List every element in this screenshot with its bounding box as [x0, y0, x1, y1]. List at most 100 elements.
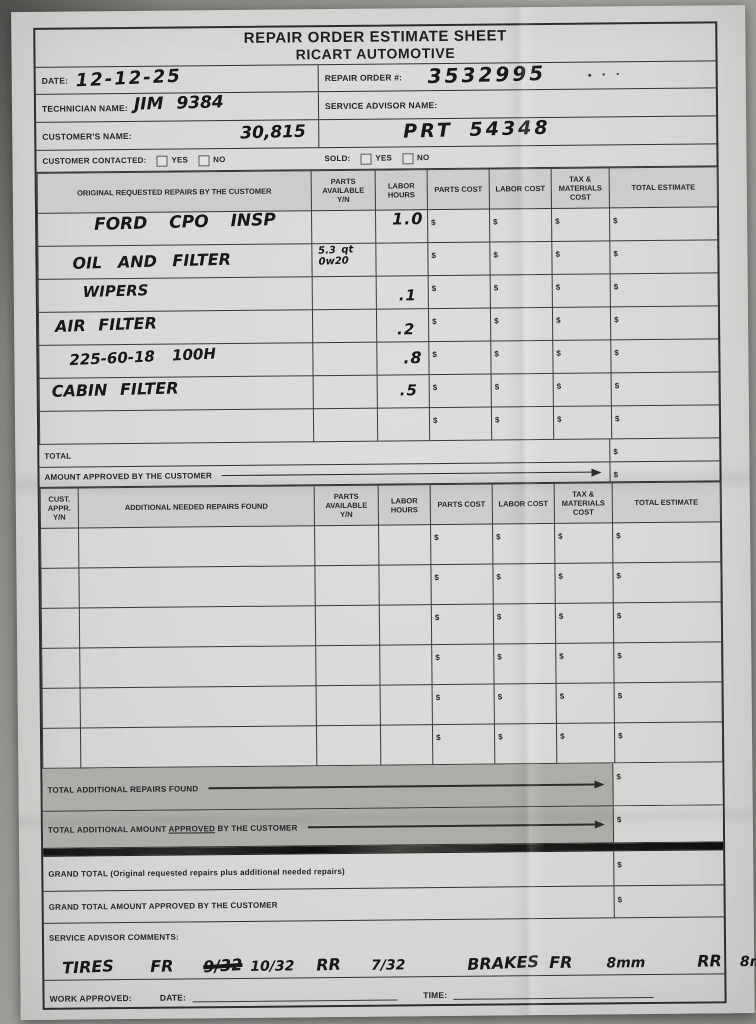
- service-advisor-comments-label: SERVICE ADVISOR COMMENTS:: [48, 932, 179, 943]
- dollar-sign: $: [432, 350, 437, 360]
- dollar-sign: $: [556, 348, 561, 358]
- dollar-sign: $: [494, 415, 500, 425]
- dollar-sign: $: [432, 317, 437, 327]
- brakes-label: BRAKES: [467, 952, 540, 975]
- total-additional-approved-band: TOTAL ADDITIONAL AMOUNT APPROVED BY THE …: [42, 805, 724, 849]
- col-header-additional-repairs: ADDITIONAL NEEDED REPAIRS FOUND: [78, 485, 315, 528]
- photographed-paper-sheet: REPAIR ORDER ESTIMATE SHEET RICART AUTOM…: [11, 5, 756, 1021]
- sold-field: SOLD: YES NO: [318, 149, 716, 165]
- service-advisor-label: SERVICE ADVISOR NAME:: [324, 99, 438, 111]
- col-header-cust-appr: CUST. APPR. Y/N: [40, 488, 79, 529]
- technician-field: TECHNICIAN NAME: JIM 9384: [35, 92, 320, 122]
- dollar-sign: $: [431, 251, 436, 261]
- dollar-sign: $: [498, 732, 503, 742]
- repair-description: WIPERS: [82, 281, 149, 302]
- additional-repair-row: $ $ $ $: [42, 721, 723, 769]
- sold-yes-checkbox: [360, 153, 372, 165]
- dollar-sign: $: [617, 895, 623, 905]
- repair-order-handwritten-value: 3532995: [427, 60, 547, 88]
- dollar-sign: $: [613, 216, 618, 226]
- service-advisor-field: SERVICE ADVISOR NAME:: [319, 97, 716, 111]
- dollar-sign: $: [556, 381, 562, 391]
- dollar-sign: $: [617, 691, 623, 701]
- sold-no-label: NO: [416, 153, 430, 163]
- additional-repair-row: $ $ $ $: [41, 641, 723, 689]
- additional-repair-row: $ $ $ $: [42, 681, 723, 729]
- dollar-sign: $: [435, 653, 440, 663]
- brakes-fr-value: 8mm: [606, 955, 646, 972]
- customer-name-label: CUSTOMER'S NAME:: [42, 130, 132, 142]
- dollar-sign: $: [558, 611, 564, 621]
- sold-label: SOLD:: [324, 153, 351, 164]
- col-header-labor-cost: LABOR COST: [492, 483, 555, 525]
- dollar-sign: $: [496, 612, 502, 622]
- repair-order-field: REPAIR ORDER #: 3532995: [319, 60, 716, 89]
- approval-time-label: TIME:: [423, 989, 448, 1001]
- customer-name-field-right: PRT 54348: [319, 116, 716, 144]
- col-header-total-estimate: TOTAL ESTIMATE: [609, 166, 718, 208]
- dollar-sign: $: [559, 691, 565, 701]
- dollar-sign: $: [560, 731, 565, 741]
- contacted-yes-label: YES: [171, 155, 189, 165]
- customer-contacted-label: CUSTOMER CONTACTED:: [42, 155, 147, 166]
- col-header-parts-available: PARTS AVAILABLE Y/N: [311, 170, 376, 211]
- labor-hours-value: .1: [398, 286, 418, 305]
- dollar-sign: $: [434, 613, 440, 623]
- dollar-sign: $: [558, 531, 563, 541]
- dollar-sign: $: [493, 217, 498, 227]
- dollar-sign: $: [614, 414, 620, 424]
- additional-repair-row: $ $ $ $: [40, 561, 722, 609]
- date-handwritten-value: 12-12-25: [75, 65, 183, 91]
- work-approved-label: WORK APPROVED:: [49, 993, 132, 1004]
- tires-label: TIRES: [61, 956, 115, 978]
- arrow-line: [208, 780, 605, 792]
- customer-handwritten-stock: PRT 54348: [402, 116, 551, 143]
- dollar-sign: $: [614, 315, 619, 325]
- approval-date-label: DATE:: [159, 992, 187, 1003]
- company-name: RICART AUTOMOTIVE: [295, 44, 456, 63]
- date-label: DATE:: [41, 75, 69, 86]
- brakes-rr-value: 8mm: [739, 953, 756, 971]
- col-header-labor-hours: LABOR HOURS: [375, 169, 428, 211]
- dollar-sign: $: [555, 216, 560, 226]
- contacted-yes-checkbox: [156, 155, 168, 167]
- dollar-sign: $: [558, 571, 564, 581]
- dollar-sign: $: [497, 692, 503, 702]
- dollar-sign: $: [616, 531, 621, 541]
- repair-description: CABIN FILTER: [51, 378, 179, 401]
- col-header-labor-cost: LABOR COST: [489, 168, 552, 210]
- original-repairs-table: ORIGINAL REQUESTED REPAIRS BY THE CUSTOM…: [37, 166, 721, 445]
- dollar-sign: $: [497, 652, 502, 662]
- sold-no-checkbox: [401, 153, 414, 165]
- tires-fr-label: FR: [149, 956, 174, 977]
- repair-order-label: REPAIR ORDER #:: [324, 72, 403, 84]
- dollar-sign: $: [613, 282, 619, 292]
- dollar-sign: $: [432, 416, 438, 426]
- grand-total-label: GRAND TOTAL (Original requested repairs …: [48, 866, 345, 879]
- dollar-sign: $: [434, 573, 440, 583]
- col-header-tax-materials: TAX & MATERIALS COST: [554, 482, 613, 524]
- dollar-sign: $: [556, 315, 561, 325]
- contacted-no-label: NO: [213, 155, 226, 165]
- technician-label: TECHNICIAN NAME:: [41, 102, 128, 114]
- additional-repairs-header-row: CUST. APPR. Y/N ADDITIONAL NEEDED REPAIR…: [40, 481, 721, 529]
- col-header-parts-available: PARTS AVAILABLE Y/N: [314, 485, 379, 526]
- dollar-sign: $: [614, 348, 619, 358]
- repair-description: FORD CPO INSP: [93, 210, 277, 235]
- sold-yes-label: YES: [375, 153, 393, 163]
- tires-fr-value: 10/32: [250, 958, 295, 976]
- dollar-sign: $: [434, 533, 439, 543]
- dollar-sign: $: [555, 249, 560, 259]
- dollar-sign: $: [614, 381, 620, 391]
- dollar-sign: $: [559, 651, 564, 661]
- dollar-sign: $: [613, 447, 618, 457]
- contacted-no-checkbox: [198, 155, 210, 167]
- date-field: DATE: 12-12-25: [35, 65, 319, 94]
- additional-repair-row: $ $ $ $: [40, 521, 721, 569]
- dollar-sign: $: [617, 860, 622, 870]
- brakes-fr-label: FR: [549, 952, 573, 973]
- form-title: REPAIR ORDER ESTIMATE SHEET: [243, 27, 507, 47]
- dollar-sign: $: [616, 611, 622, 621]
- dollar-sign: $: [431, 284, 437, 294]
- customer-contacted-field: CUSTOMER CONTACTED: YES NO: [36, 148, 318, 172]
